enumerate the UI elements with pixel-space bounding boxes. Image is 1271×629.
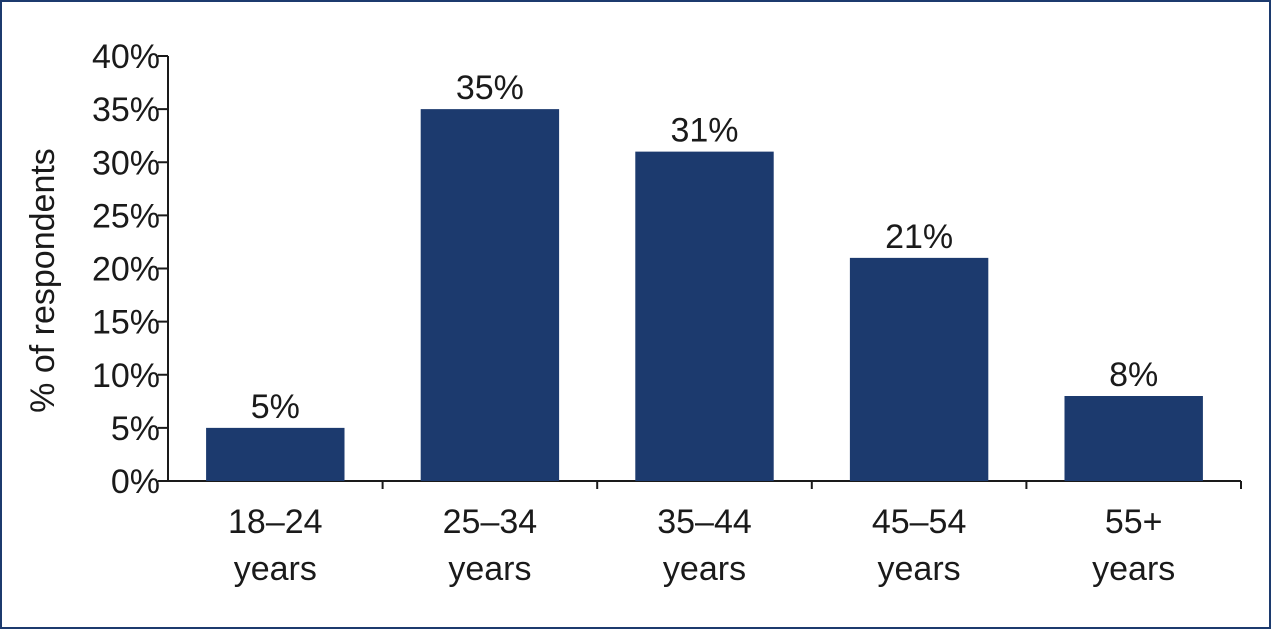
y-tick-label: 0%: [111, 463, 160, 501]
data-label: 31%: [670, 112, 738, 150]
y-tick-label: 5%: [111, 410, 160, 448]
y-axis-label: % of respondents: [24, 148, 62, 413]
y-tick-label: 25%: [92, 197, 160, 235]
bar: [206, 427, 345, 481]
y-tick-label: 20%: [92, 251, 160, 289]
data-label: 8%: [1109, 356, 1158, 394]
x-tick-label: 35–44 years: [657, 503, 752, 588]
x-axis: 18–24 years 25–34 years 35–44 years 45–54 years…: [168, 480, 1242, 588]
bar: [420, 109, 560, 481]
x-tick-label: 18–24 years: [228, 503, 323, 588]
y-axis: 0% 5% 10% 15% 20% 25% 30% 35% 40%: [92, 38, 169, 501]
x-tick-label: 25–34 years: [443, 503, 538, 588]
y-tick-label: 40%: [92, 38, 160, 76]
bar: [849, 257, 989, 481]
bar: [1064, 396, 1203, 481]
data-labels: 5% 35% 31% 21% 8%: [251, 69, 1159, 426]
data-label: 21%: [885, 218, 953, 256]
bars: [206, 109, 1203, 481]
data-label: 5%: [251, 388, 300, 426]
y-tick-label: 30%: [92, 144, 160, 182]
y-tick-label: 35%: [92, 91, 160, 129]
data-label: 35%: [456, 69, 524, 107]
y-tick-label: 10%: [92, 357, 160, 395]
x-tick-label: 55+ years: [1092, 503, 1175, 588]
x-tick-label: 45–54 years: [872, 503, 967, 588]
bar: [635, 151, 774, 481]
y-tick-label: 15%: [92, 304, 160, 342]
